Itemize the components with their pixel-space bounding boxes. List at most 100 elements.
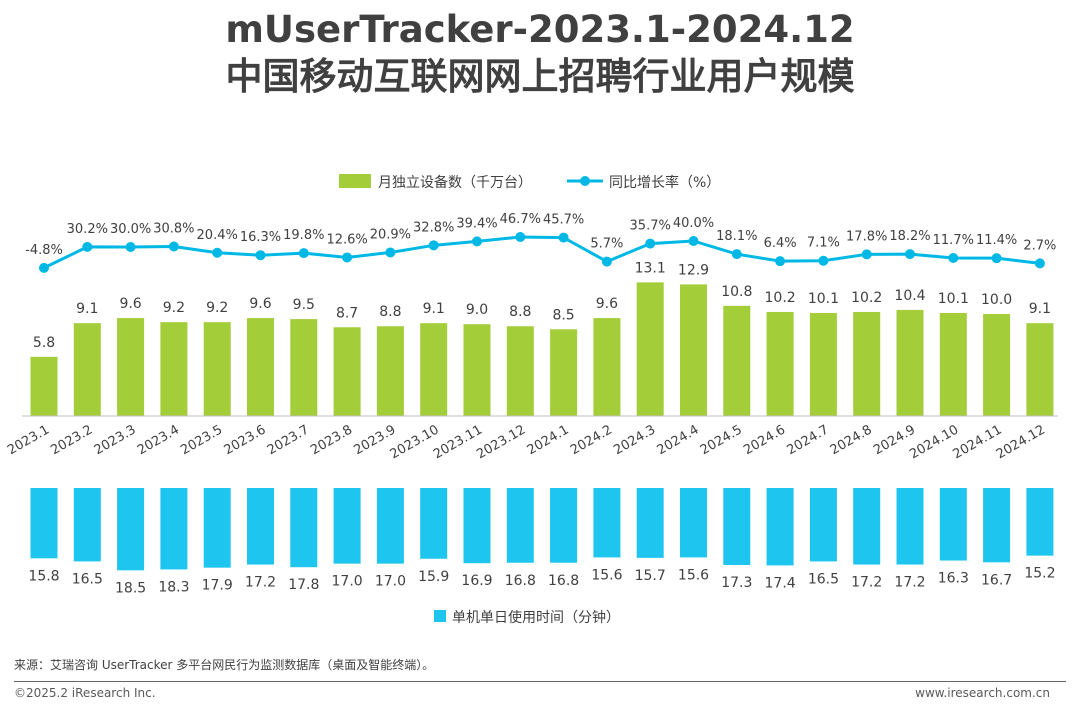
growth-point — [991, 253, 1002, 264]
device-bar — [983, 314, 1011, 416]
device-bar-label: 9.2 — [206, 300, 228, 316]
growth-point — [1034, 258, 1045, 269]
legend-bar-swatch — [339, 174, 371, 188]
growth-point — [428, 240, 439, 251]
device-bar-label: 9.0 — [466, 302, 488, 318]
x-tick-label: 2023.11 — [431, 422, 485, 462]
growth-point — [948, 252, 959, 263]
time-bar — [593, 488, 621, 558]
x-tick-label: 2024.11 — [951, 422, 1005, 462]
device-bar-label: 9.1 — [423, 301, 445, 317]
device-bar — [896, 309, 924, 416]
x-tick-label: 2024.3 — [611, 422, 658, 458]
x-tick-label: 2024.6 — [741, 422, 788, 458]
device-bar-label: 10.8 — [721, 284, 752, 300]
growth-label: 5.7% — [590, 237, 623, 252]
time-bar-label: 15.2 — [1024, 566, 1055, 582]
copyright-text: ©2025.2 iResearch Inc. — [14, 686, 156, 700]
x-tick-label: 2024.5 — [698, 422, 745, 458]
growth-point — [601, 256, 612, 267]
time-bar — [723, 488, 751, 565]
device-bar — [420, 323, 448, 416]
legend-time-swatch — [434, 610, 446, 622]
time-bar — [506, 488, 534, 563]
growth-label: 7.1% — [807, 236, 840, 251]
website-link[interactable]: www.iresearch.com.cn — [915, 686, 1050, 700]
time-bar-label: 15.6 — [591, 567, 622, 583]
growth-labels: -4.8% 30.2% 30.0% 30.8% 20.4% 16.3% 19.8% 12.6%… — [25, 212, 1056, 258]
device-bar-label: 10.2 — [765, 290, 796, 306]
growth-point — [472, 236, 482, 247]
device-bar-label: 10.0 — [981, 292, 1012, 308]
time-bar-labels: 15.8 16.5 18.5 18.3 17.9 17.2 17.8 17.0 17.0 15.9… — [28, 566, 1055, 597]
growth-point — [558, 232, 569, 243]
growth-point — [298, 248, 309, 259]
growth-point — [688, 236, 699, 246]
device-bar — [30, 356, 58, 416]
device-bar-label: 8.8 — [509, 304, 531, 320]
growth-label: 11.7% — [933, 233, 974, 248]
chart-title-line2: 中国移动互联网网上招聘行业用户规模 — [225, 55, 855, 98]
growth-label: 19.8% — [283, 228, 324, 243]
x-tick-label: 2023.10 — [388, 422, 442, 462]
time-bar-label: 17.2 — [245, 575, 276, 591]
growth-point — [212, 247, 223, 258]
time-bar-label: 16.5 — [808, 571, 839, 587]
device-bar-label: 10.2 — [851, 290, 882, 306]
device-bar-labels: 5.8 9.1 9.6 9.2 9.2 9.6 9.5 8.7 8.8 9.1 9.0 8.8 8.5 9… — [33, 260, 1051, 350]
time-bar-label: 17.3 — [721, 575, 752, 591]
time-bar — [983, 488, 1011, 563]
time-bar — [420, 488, 448, 559]
growth-point — [731, 249, 742, 260]
growth-label: 46.7% — [500, 212, 541, 227]
growth-point — [168, 241, 179, 252]
device-bar — [290, 319, 318, 416]
time-bar — [376, 488, 404, 564]
growth-label: -4.8% — [25, 243, 63, 258]
device-bar-label: 9.5 — [293, 297, 315, 313]
device-bar-label: 10.1 — [808, 291, 839, 307]
time-bar — [550, 488, 578, 563]
x-tick-label: 2024.2 — [568, 422, 615, 458]
device-bar — [636, 282, 664, 416]
time-bar-label: 16.8 — [505, 573, 536, 589]
time-bar — [809, 488, 837, 562]
growth-point — [342, 252, 353, 263]
time-bar-label: 16.5 — [72, 571, 103, 587]
growth-label: 30.0% — [110, 222, 151, 237]
growth-label: 30.8% — [153, 222, 194, 237]
time-bar — [463, 488, 491, 564]
time-bar-label: 15.8 — [28, 568, 59, 584]
growth-point — [255, 250, 266, 261]
device-bar-label: 9.6 — [596, 296, 618, 312]
device-bar-label: 12.9 — [678, 262, 709, 278]
time-bar-label: 17.8 — [288, 577, 319, 593]
growth-label: 32.8% — [413, 220, 454, 235]
device-bar — [203, 322, 231, 416]
device-bar — [463, 324, 491, 416]
time-bar-label: 17.2 — [851, 575, 882, 591]
x-tick-label: 2024.4 — [655, 422, 702, 458]
growth-point — [818, 255, 829, 266]
growth-label: 11.4% — [976, 233, 1017, 248]
device-bar — [376, 326, 404, 416]
device-bar-label: 5.8 — [33, 335, 55, 351]
device-bar-label: 9.1 — [1029, 301, 1051, 317]
device-bar-label: 8.5 — [552, 307, 574, 323]
x-tick-label: 2023.12 — [474, 422, 528, 462]
device-bar — [766, 311, 794, 416]
device-bar-label: 9.2 — [163, 300, 185, 316]
time-bar-label: 16.3 — [938, 571, 969, 587]
x-tick-label: 2024.10 — [907, 422, 961, 462]
time-bar — [290, 488, 318, 568]
time-bar — [30, 488, 58, 559]
time-bar-label: 16.8 — [548, 573, 579, 589]
device-bar — [939, 312, 967, 416]
growth-point — [861, 249, 872, 260]
growth-label: 20.9% — [370, 227, 411, 242]
legend-top: 月独立设备数（千万台） 同比增长率（%） — [339, 174, 720, 191]
device-bar-label: 8.8 — [379, 304, 401, 320]
time-bar-label: 17.0 — [375, 574, 406, 590]
x-tick-label: 2024.12 — [994, 422, 1048, 462]
device-bar-label: 10.1 — [938, 291, 969, 307]
